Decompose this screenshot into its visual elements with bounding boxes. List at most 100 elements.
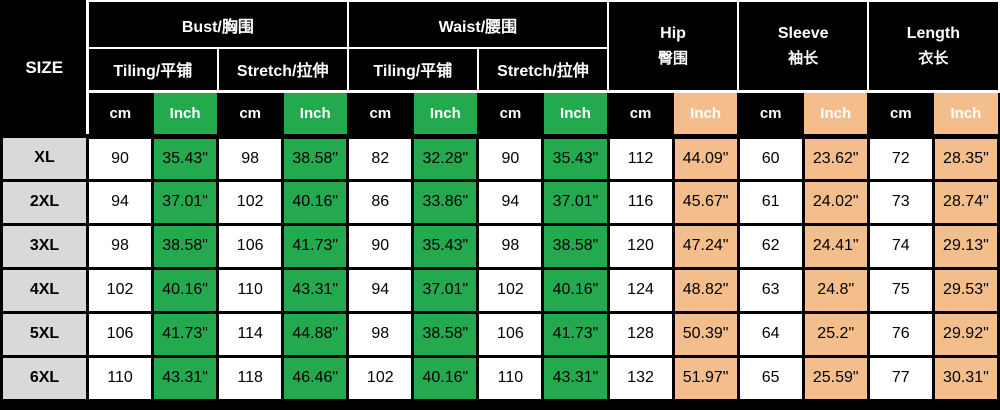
data-cell-cm: 94 — [476, 178, 545, 226]
unit-cell-inch: Inch — [411, 89, 479, 139]
data-cell-cm: 102 — [346, 354, 415, 402]
data-cell-cm: 94 — [346, 266, 415, 314]
data-cell-inch: 24.41" — [801, 222, 870, 270]
data-cell-inch: 47.24" — [671, 222, 740, 270]
table-row: 6XL 110 43.31" 118 46.46" 102 40.16" 110… — [0, 354, 1000, 402]
data-cell-inch: 51.97" — [671, 354, 740, 402]
data-cell-inch: 50.39" — [671, 310, 740, 358]
data-cell-inch: 24.8" — [801, 266, 870, 314]
unit-cell-inch: Inch — [541, 89, 610, 139]
size-cell: 3XL — [0, 222, 89, 270]
unit-cell-inch: Inch — [281, 89, 349, 139]
data-cell-cm: 114 — [216, 310, 285, 358]
unit-cell-inch: Inch — [672, 89, 740, 139]
data-cell-inch: 43.31" — [281, 266, 350, 314]
unit-cell-cm: cm — [606, 89, 675, 139]
size-cell: 6XL — [0, 354, 89, 402]
data-cell-cm: 124 — [606, 266, 675, 314]
data-cell-inch: 25.2" — [801, 310, 870, 358]
data-cell-inch: 40.16" — [281, 178, 350, 226]
data-cell-cm: 106 — [216, 222, 285, 270]
data-cell-cm: 128 — [606, 310, 675, 358]
data-cell-cm: 74 — [866, 222, 935, 270]
data-cell-cm: 116 — [606, 178, 675, 226]
unit-cell-cm: cm — [737, 89, 805, 139]
data-cell-cm: 94 — [85, 178, 155, 226]
data-cell-inch: 23.62" — [801, 134, 870, 182]
data-cell-cm: 73 — [866, 178, 935, 226]
length-label-zh: 衣长 — [918, 49, 949, 67]
col-header-waist: Waist/腰围 — [346, 0, 610, 49]
header-row-subgroups: Tiling/平铺 Stretch/拉伸 Tiling/平铺 Stretch/拉… — [2, 47, 999, 92]
size-column-header: SIZE — [0, 0, 89, 137]
data-cell-cm: 75 — [866, 266, 935, 314]
table-row: 3XL 98 38.58" 106 41.73" 90 35.43" 98 38… — [0, 222, 1000, 270]
table-row: 4XL 102 40.16" 110 43.31" 94 37.01" 102 … — [0, 266, 1000, 314]
data-cell-cm: 90 — [476, 134, 545, 182]
data-cell-inch: 38.58" — [541, 222, 610, 270]
size-cell: 4XL — [0, 266, 89, 314]
data-cell-inch: 28.74" — [931, 178, 1000, 226]
col-header-bust: Bust/胸围 — [86, 0, 349, 49]
subheader-waist-stretch: Stretch/拉伸 — [476, 47, 610, 92]
unit-cell-inch: Inch — [932, 89, 1000, 139]
data-cell-inch: 28.35" — [931, 134, 1000, 182]
unit-cell-cm: cm — [346, 89, 414, 139]
data-cell-inch: 29.92" — [931, 310, 1000, 358]
subheader-waist-tiling: Tiling/平铺 — [346, 47, 479, 92]
length-label-en: Length — [906, 24, 961, 42]
unit-cell-inch: Inch — [802, 89, 870, 139]
data-cell-cm: 98 — [346, 310, 415, 358]
col-header-hip: Hip 臀围 — [606, 0, 740, 92]
data-cell-cm: 110 — [216, 266, 285, 314]
data-cell-inch: 44.88" — [281, 310, 350, 358]
table-row: XL 90 35.43" 98 38.58" 82 32.28" 90 35.4… — [0, 134, 1000, 182]
data-cell-cm: 102 — [85, 266, 155, 314]
data-cell-inch: 43.31" — [151, 354, 220, 402]
data-cell-cm: 86 — [346, 178, 415, 226]
table-row: 5XL 106 41.73" 114 44.88" 98 38.58" 106 … — [0, 310, 1000, 358]
data-cell-cm: 118 — [216, 354, 285, 402]
data-cell-cm: 110 — [85, 354, 155, 402]
subheader-bust-tiling: Tiling/平铺 — [86, 47, 219, 92]
size-cell: XL — [0, 134, 89, 182]
unit-cell-cm: cm — [476, 89, 544, 139]
data-cell-inch: 35.43" — [541, 134, 610, 182]
data-cell-cm: 77 — [866, 354, 935, 402]
data-cell-inch: 38.58" — [151, 222, 220, 270]
data-cell-inch: 25.59" — [801, 354, 870, 402]
unit-cell-cm: cm — [216, 89, 284, 139]
data-cell-inch: 29.53" — [931, 266, 1000, 314]
data-cell-cm: 61 — [736, 178, 805, 226]
data-cell-inch: 24.02" — [801, 178, 870, 226]
data-cell-cm: 82 — [346, 134, 415, 182]
data-cell-inch: 37.01" — [151, 178, 220, 226]
data-cell-cm: 64 — [736, 310, 805, 358]
data-cell-cm: 98 — [85, 222, 155, 270]
data-cell-cm: 120 — [606, 222, 675, 270]
data-cell-inch: 43.31" — [541, 354, 610, 402]
sleeve-label-zh: 袖长 — [788, 49, 819, 67]
data-cell-cm: 90 — [85, 134, 155, 182]
data-cell-inch: 35.43" — [411, 222, 480, 270]
data-cell-inch: 44.09" — [671, 134, 740, 182]
data-cell-cm: 90 — [346, 222, 415, 270]
data-cell-inch: 37.01" — [541, 178, 610, 226]
unit-cell-inch: Inch — [151, 89, 219, 139]
unit-cell-cm: cm — [86, 89, 154, 139]
data-cell-cm: 65 — [736, 354, 805, 402]
unit-cell-cm: cm — [867, 89, 935, 139]
sleeve-label-en: Sleeve — [777, 24, 829, 42]
data-cell-inch: 38.58" — [281, 134, 350, 182]
data-cell-inch: 30.31" — [931, 354, 1000, 402]
data-cell-cm: 106 — [476, 310, 545, 358]
subheader-bust-stretch: Stretch/拉伸 — [216, 47, 349, 92]
size-cell: 2XL — [0, 178, 89, 226]
header-row-units: cm Inch cm Inch cm Inch cm Inch cm Inch … — [2, 89, 1000, 139]
data-cell-cm: 110 — [476, 354, 545, 402]
size-cell: 5XL — [0, 310, 89, 358]
data-cell-inch: 40.16" — [411, 354, 480, 402]
data-cell-cm: 60 — [736, 134, 805, 182]
